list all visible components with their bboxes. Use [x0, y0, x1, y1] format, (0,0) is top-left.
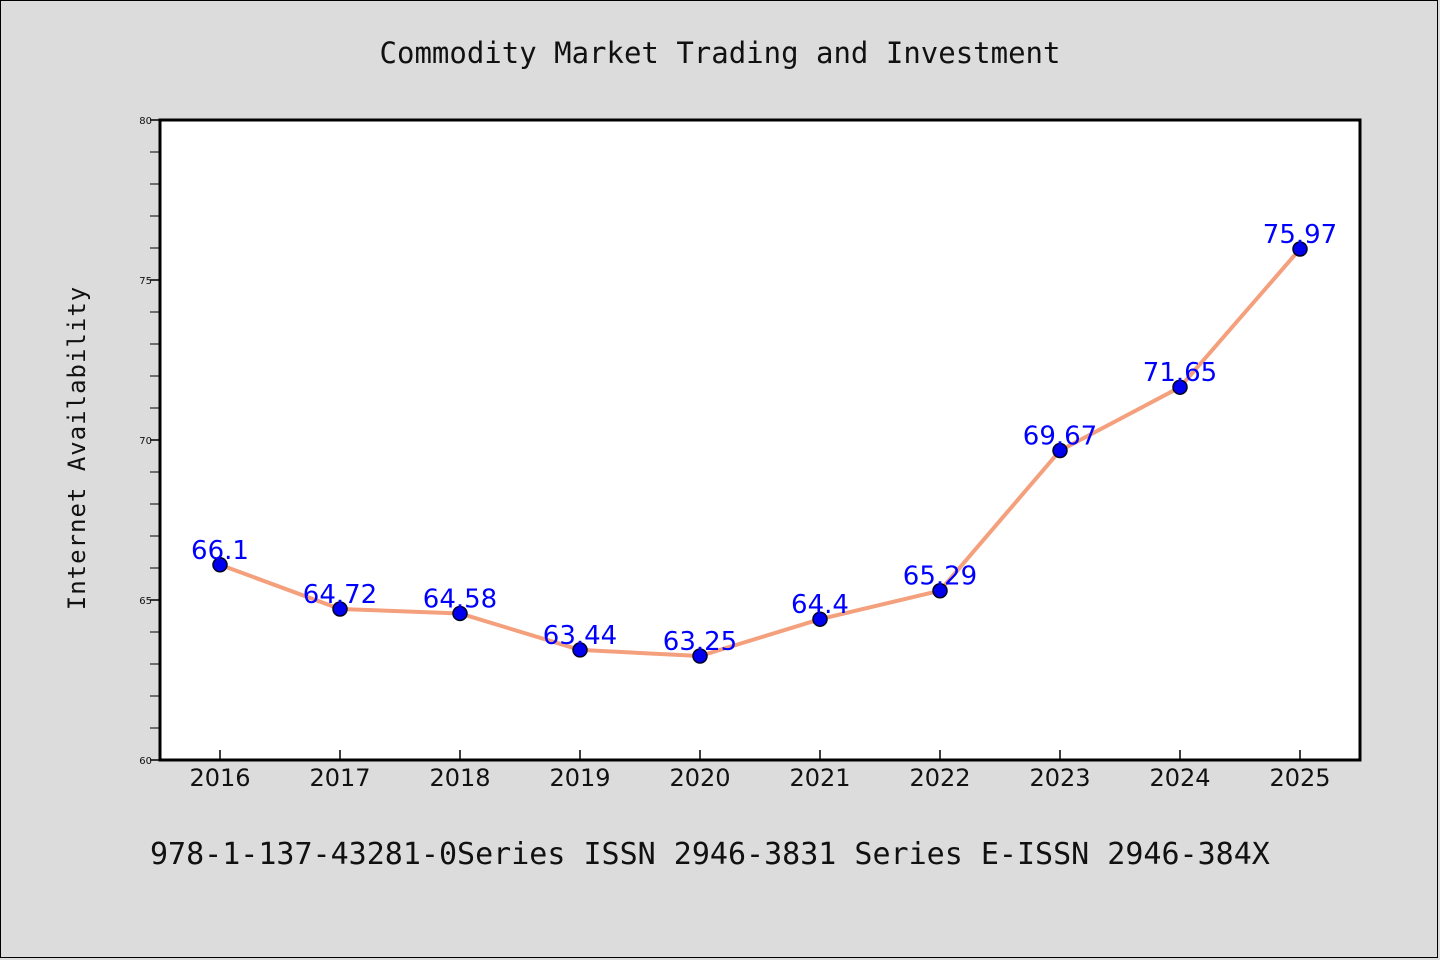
- x-tick-label: 2017: [309, 764, 370, 792]
- x-tick-label: 2018: [429, 764, 490, 792]
- y-tick-label: 80: [139, 116, 152, 127]
- x-tick-label: 2023: [1029, 764, 1090, 792]
- data-point: [212, 557, 228, 573]
- chart-title: Commodity Market Trading and Investment: [380, 36, 1061, 70]
- y-tick-label: 65: [139, 596, 152, 607]
- data-point: [692, 648, 708, 664]
- data-label: 63.25: [663, 627, 737, 657]
- data-label: 64.4: [791, 590, 849, 620]
- footer-isbn-text: 978-1-137-43281-0Series ISSN 2946-3831 S…: [150, 837, 1270, 872]
- x-tick-label: 2022: [909, 764, 970, 792]
- data-point: [1172, 379, 1188, 395]
- data-label: 63.44: [543, 621, 617, 651]
- plot-area: [160, 120, 1360, 760]
- data-point: [932, 582, 948, 599]
- x-axis: 2016 2017 2018 2019 2020 2021 2022 2023 2024 2025: [189, 750, 1331, 792]
- data-label: 64.58: [423, 584, 497, 614]
- data-point: [332, 601, 348, 617]
- x-tick-label: 2021: [789, 764, 850, 792]
- x-tick-label: 2019: [549, 764, 610, 792]
- plot-border: [158, 118, 1362, 762]
- data-point: [1052, 442, 1068, 459]
- data-markers: [212, 241, 1308, 664]
- y-axis-label: Internet Availability: [63, 286, 91, 610]
- series-line: [218, 246, 1302, 658]
- y-tick-label: 60: [139, 756, 152, 767]
- data-point: [812, 611, 828, 627]
- data-label: 65.29: [903, 562, 977, 592]
- x-tick-label: 2025: [1269, 764, 1330, 792]
- data-label: 66.1: [191, 536, 249, 566]
- y-tick-label: 75: [139, 276, 152, 287]
- x-tick-label: 2020: [669, 764, 730, 792]
- y-tick-label: 70: [139, 436, 152, 447]
- data-point: [572, 642, 588, 658]
- data-point: [1292, 241, 1308, 257]
- data-point: [452, 605, 468, 622]
- data-label: 71.65: [1143, 358, 1217, 388]
- x-tick-label: 2024: [1149, 764, 1210, 792]
- data-labels: 66.1 64.72 64.58 63.44 63.25 64.4 65.29 69.67 71…: [191, 220, 1337, 657]
- data-label: 69.67: [1023, 422, 1097, 452]
- y-axis: 60 65 70 75 80: [139, 116, 160, 767]
- data-label: 75.97: [1263, 220, 1337, 250]
- data-label: 64.72: [303, 580, 377, 610]
- x-tick-label: 2016: [189, 764, 250, 792]
